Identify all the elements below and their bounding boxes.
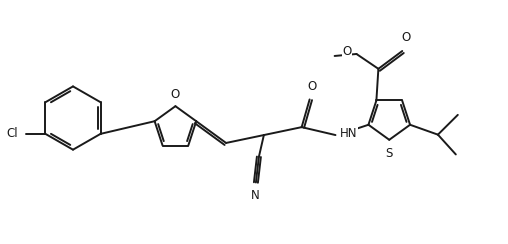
Text: O: O xyxy=(307,80,316,92)
Text: O: O xyxy=(171,88,180,101)
Text: S: S xyxy=(386,147,393,160)
Text: O: O xyxy=(402,31,411,44)
Text: O: O xyxy=(342,44,352,58)
Text: N: N xyxy=(250,189,259,203)
Text: Cl: Cl xyxy=(6,127,18,140)
Text: HN: HN xyxy=(339,127,357,140)
